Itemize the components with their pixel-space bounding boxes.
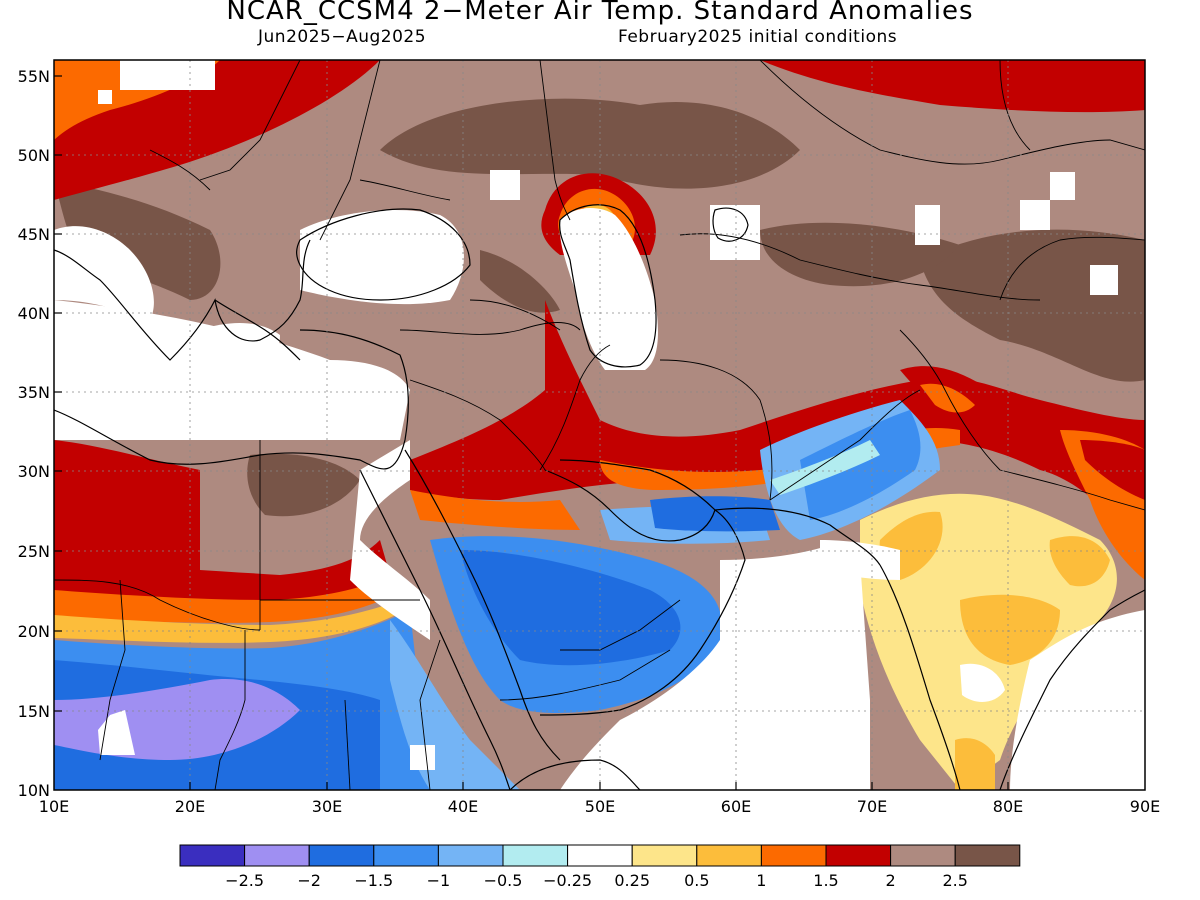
colorbar-label: 2	[886, 871, 896, 890]
colorbar-swatch	[437, 844, 504, 867]
forecast-period: Jun2025−Aug2025	[258, 27, 427, 47]
colorbar-label: 1.5	[813, 871, 838, 890]
colorbar-label: 0.25	[614, 871, 650, 890]
colorbar-swatch	[760, 844, 827, 867]
lat-label: 50N	[18, 146, 50, 165]
lon-label: 60E	[721, 797, 751, 816]
colorbar-swatch	[825, 844, 892, 867]
longitude-labels: 10E 20E 30E 40E 50E 60E 70E 80E 90E	[39, 797, 1160, 816]
lon-label: 90E	[1130, 797, 1160, 816]
lon-label: 40E	[448, 797, 478, 816]
lat-label: 55N	[18, 67, 50, 86]
lat-label: 20N	[18, 622, 50, 641]
colorbar-swatch	[179, 844, 246, 867]
colorbar: −2.5 −2 −1.5 −1 −0.5 −0.25 0.25 0.5 1 1.5 2 2.5	[179, 844, 1021, 890]
lat-label: 45N	[18, 225, 50, 244]
colorbar-swatch	[567, 844, 633, 867]
lon-label: 30E	[312, 797, 342, 816]
initial-conditions: February2025 initial conditions	[618, 27, 898, 47]
lon-label: 10E	[39, 797, 69, 816]
lon-label: 70E	[857, 797, 887, 816]
colorbar-label: 1	[756, 871, 766, 890]
map-title: NCAR_CCSM4 2−Meter Air Temp. Standard An…	[226, 0, 974, 26]
lon-label: 20E	[175, 797, 205, 816]
lat-label: 30N	[18, 462, 50, 481]
borders	[54, 60, 1145, 790]
colorbar-swatch	[696, 844, 762, 867]
colorbar-swatch	[502, 844, 569, 867]
graticule	[54, 60, 1145, 790]
colorbar-swatch	[373, 844, 439, 867]
anomaly-field	[54, 60, 1145, 790]
lat-label: 25N	[18, 542, 50, 561]
colorbar-label: −0.25	[543, 871, 592, 890]
colorbar-label: −2.5	[225, 871, 264, 890]
lon-label: 80E	[993, 797, 1023, 816]
lat-label: 40N	[18, 304, 50, 323]
colorbar-label: 2.5	[942, 871, 967, 890]
colorbar-label: 0.5	[684, 871, 709, 890]
colorbar-swatch	[308, 844, 375, 867]
lat-label: 10N	[18, 781, 50, 800]
colorbar-swatch	[954, 844, 1021, 867]
lat-label: 15N	[18, 702, 50, 721]
lon-label: 50E	[585, 797, 615, 816]
colorbar-label: −1.5	[354, 871, 393, 890]
lat-label: 35N	[18, 383, 50, 402]
axis-ticks	[54, 75, 1009, 790]
colorbar-swatch	[244, 844, 310, 867]
colorbar-label: −0.5	[484, 871, 523, 890]
latitude-labels: 55N 50N 45N 40N 35N 30N 25N 20N 15N 10N	[18, 67, 50, 800]
colorbar-swatch	[890, 844, 956, 867]
colorbar-label: −1	[427, 871, 451, 890]
colorbar-swatch	[631, 844, 698, 867]
colorbar-label: −2	[297, 871, 321, 890]
